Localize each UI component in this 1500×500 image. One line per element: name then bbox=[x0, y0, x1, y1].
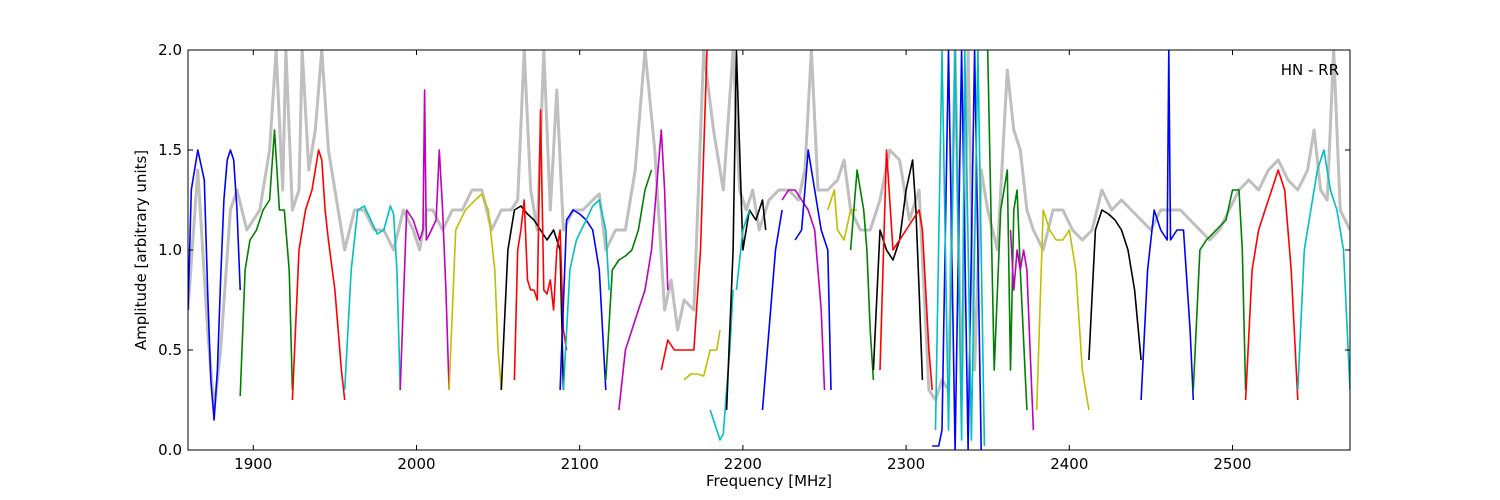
x-tick-label: 2000 bbox=[397, 455, 435, 473]
series-line-16 bbox=[725, 50, 767, 411]
x-tick-label: 2100 bbox=[561, 455, 599, 473]
series-line-1 bbox=[188, 149, 241, 421]
series-line-17 bbox=[735, 209, 751, 291]
series-line-26 bbox=[934, 50, 986, 447]
x-tick-label: 2500 bbox=[1213, 455, 1251, 473]
series-line-6 bbox=[448, 193, 503, 391]
series-line-34 bbox=[1297, 149, 1350, 391]
series-line-24 bbox=[879, 149, 933, 391]
x-axis-label: Frequency [MHz] bbox=[706, 472, 832, 490]
series-line-7 bbox=[500, 205, 565, 391]
x-tick-label: 1900 bbox=[234, 455, 272, 473]
series-line-13 bbox=[660, 50, 708, 371]
background-trace-layer bbox=[188, 50, 1350, 412]
series-line-33 bbox=[1244, 169, 1299, 401]
y-tick-label: 0.0 bbox=[158, 441, 182, 459]
series-line-25 bbox=[932, 50, 982, 450]
series-line-14 bbox=[683, 329, 721, 381]
chart-annotation: HN - RR bbox=[1281, 61, 1339, 79]
series-line-10 bbox=[562, 199, 610, 391]
series-line-5 bbox=[399, 89, 450, 391]
y-tick-label: 0.5 bbox=[158, 341, 182, 359]
series-line-18 bbox=[761, 209, 783, 411]
series-line-31 bbox=[1140, 50, 1195, 401]
series-line-4 bbox=[343, 205, 401, 391]
plot-area bbox=[188, 50, 1350, 450]
series-line-12 bbox=[618, 129, 669, 411]
series-line-9 bbox=[559, 209, 607, 391]
series-line-2 bbox=[239, 129, 294, 397]
series-line-19 bbox=[781, 189, 826, 391]
series-line-32 bbox=[1192, 189, 1247, 391]
y-axis-label: Amplitude [arbitrary units] bbox=[132, 150, 150, 350]
series-line-3 bbox=[291, 149, 346, 401]
y-tick-label: 1.5 bbox=[158, 141, 182, 159]
series-line-11 bbox=[605, 169, 653, 381]
series-line-27 bbox=[986, 50, 1028, 411]
x-tick-label: 2200 bbox=[724, 455, 762, 473]
series-line-20 bbox=[794, 149, 832, 391]
y-tick-label: 1.0 bbox=[158, 241, 182, 259]
series-line-28 bbox=[1009, 229, 1035, 431]
series-line-29 bbox=[1035, 209, 1090, 411]
series-line-21 bbox=[827, 189, 858, 241]
y-axis-ticks: 0.0 0.5 1.0 1.5 2.0 bbox=[158, 41, 1350, 459]
x-axis-ticks: 1900 2000 2100 2200 2300 2400 2500 bbox=[234, 50, 1252, 473]
background-trace bbox=[188, 50, 1350, 412]
x-tick-label: 2400 bbox=[1050, 455, 1088, 473]
x-tick-label: 2300 bbox=[887, 455, 925, 473]
series-line-8 bbox=[513, 109, 568, 381]
series-line-22 bbox=[849, 169, 875, 381]
series-line-30 bbox=[1088, 209, 1142, 361]
series-layer bbox=[188, 50, 1350, 450]
y-tick-label: 2.0 bbox=[158, 41, 182, 59]
